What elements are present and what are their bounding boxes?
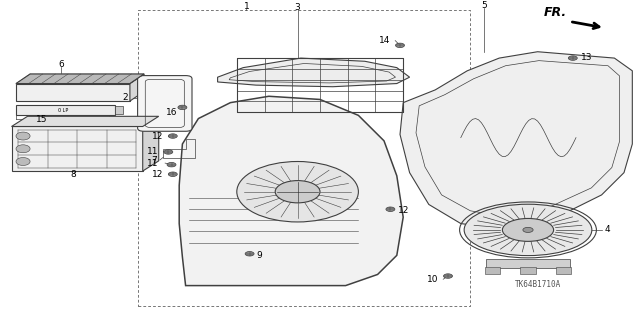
Circle shape — [164, 150, 173, 154]
Text: 11: 11 — [147, 147, 159, 156]
Text: 0 LP: 0 LP — [58, 108, 68, 113]
Text: 14: 14 — [379, 36, 390, 45]
Polygon shape — [218, 58, 410, 87]
Circle shape — [178, 105, 187, 110]
Text: 7: 7 — [151, 156, 157, 165]
Circle shape — [167, 162, 176, 167]
Polygon shape — [16, 74, 144, 84]
Circle shape — [237, 161, 358, 222]
Circle shape — [523, 227, 533, 233]
Text: 5: 5 — [481, 1, 486, 10]
Text: 8: 8 — [71, 170, 76, 179]
Bar — [237, 58, 403, 112]
Text: 11: 11 — [147, 159, 159, 167]
Text: 12: 12 — [152, 131, 163, 141]
Circle shape — [386, 207, 395, 211]
Bar — [16, 84, 130, 101]
Circle shape — [568, 56, 577, 60]
Polygon shape — [12, 116, 159, 127]
Polygon shape — [130, 74, 144, 101]
Text: FR.: FR. — [543, 6, 566, 19]
Ellipse shape — [16, 132, 30, 140]
Text: 16: 16 — [166, 108, 178, 117]
Text: 10: 10 — [427, 275, 438, 284]
Bar — [556, 267, 571, 274]
Text: 12: 12 — [152, 170, 163, 179]
Text: 3: 3 — [295, 3, 300, 12]
Bar — [486, 258, 570, 268]
Text: 2: 2 — [122, 93, 128, 102]
Text: 4: 4 — [605, 226, 611, 234]
Text: 12: 12 — [398, 206, 410, 215]
Circle shape — [168, 172, 177, 176]
Polygon shape — [400, 52, 632, 230]
Circle shape — [275, 181, 320, 203]
Circle shape — [444, 274, 452, 278]
Bar — [520, 267, 536, 274]
FancyBboxPatch shape — [138, 76, 192, 131]
Bar — [115, 107, 123, 114]
Text: 6: 6 — [58, 60, 63, 69]
Bar — [12, 127, 143, 171]
Bar — [16, 105, 115, 115]
Ellipse shape — [464, 204, 592, 256]
Text: 9: 9 — [256, 251, 262, 261]
Bar — [485, 267, 500, 274]
Polygon shape — [179, 96, 403, 286]
Ellipse shape — [16, 158, 30, 166]
Polygon shape — [143, 116, 159, 171]
Circle shape — [245, 252, 254, 256]
Text: 15: 15 — [36, 115, 47, 124]
Text: 13: 13 — [581, 53, 593, 62]
Circle shape — [168, 134, 177, 138]
Ellipse shape — [502, 219, 554, 241]
Ellipse shape — [16, 145, 30, 153]
Text: TK64B1710A: TK64B1710A — [515, 280, 561, 289]
Circle shape — [396, 43, 404, 48]
Text: 1: 1 — [244, 2, 249, 11]
